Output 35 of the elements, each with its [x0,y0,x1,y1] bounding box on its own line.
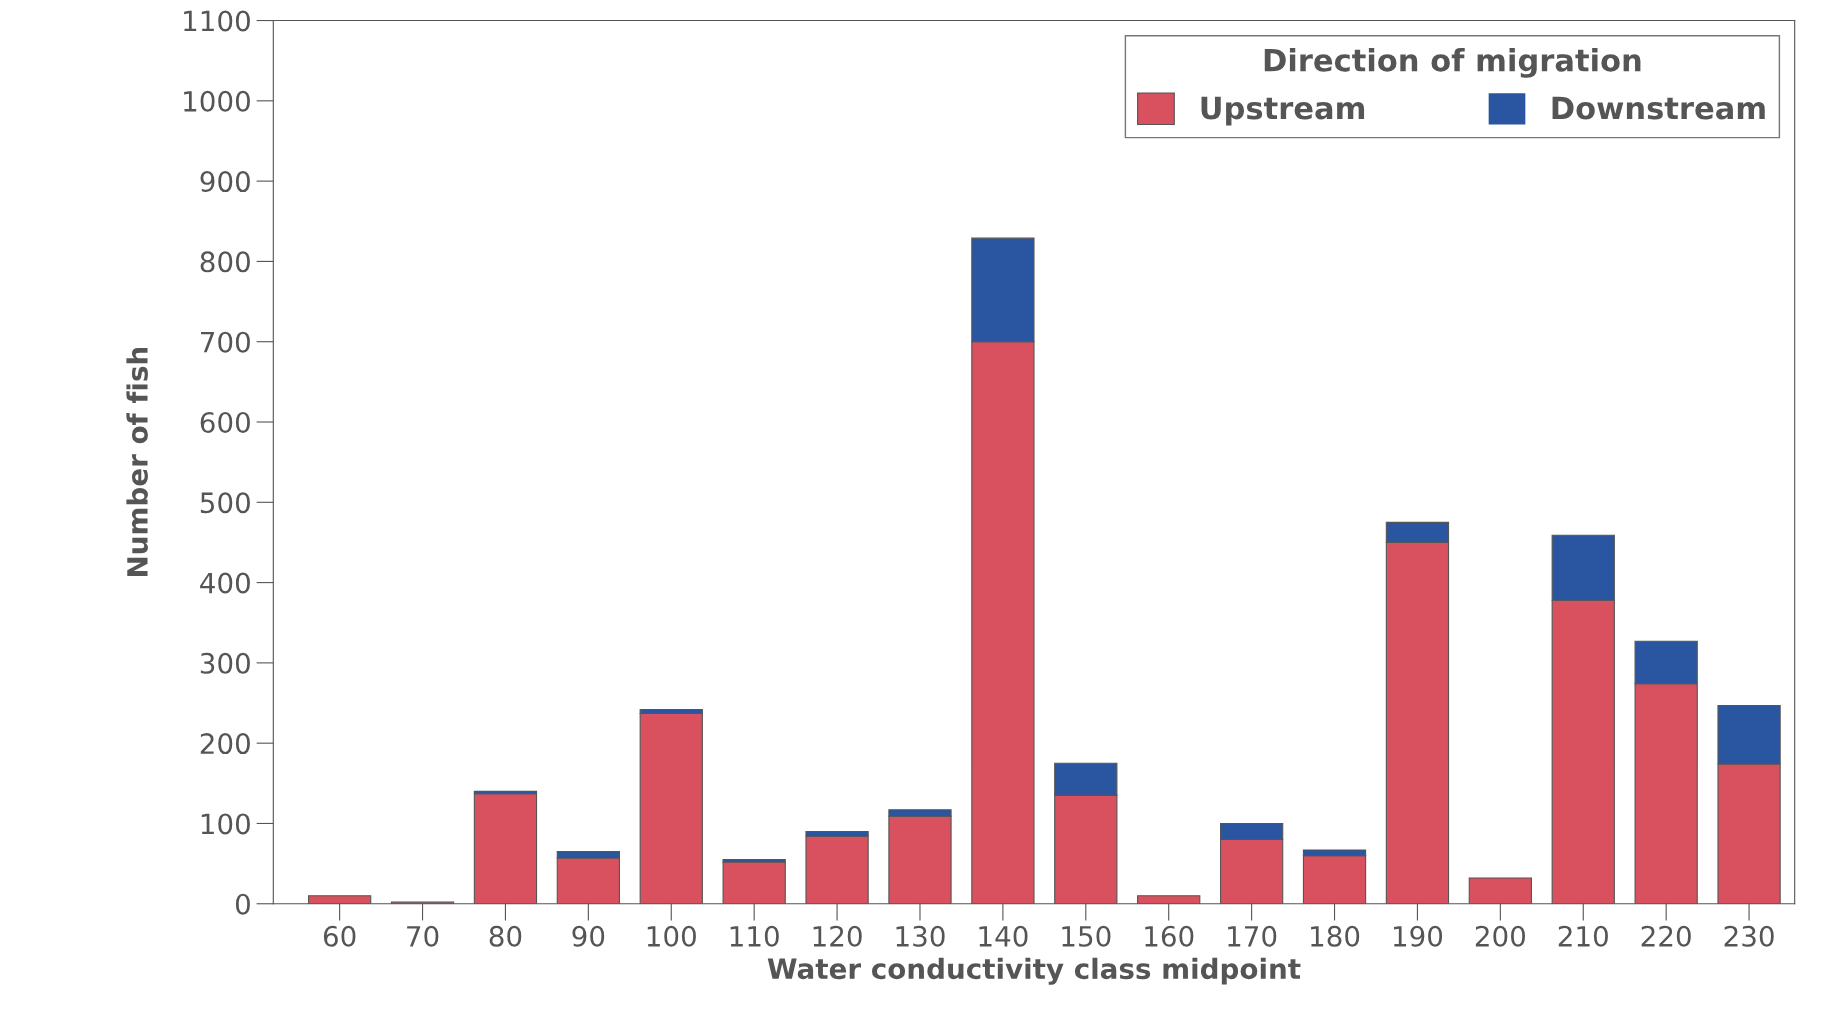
legend-label: Upstream [1201,96,1365,126]
x-tick-label: 200 [1475,925,1526,947]
y-tick-label: 1000 [184,90,250,112]
x-tick-label: 230 [1724,925,1774,947]
x-tick-label: 110 [730,925,779,947]
legend-label: Downstream [1552,96,1765,120]
x-tick-label: 150 [1062,925,1111,947]
x-axis-title: Water conductivity class midpoint [767,957,1301,985]
y-tick-label: 600 [200,411,250,433]
y-tick-label: 700 [201,331,250,353]
legend-title: Direction of migration [1264,48,1641,78]
y-tick-label: 500 [200,492,250,514]
x-tick-label: 60 [323,925,356,947]
x-tick-label: 160 [1145,925,1194,947]
x-tick-label: 120 [813,925,862,947]
y-tick-label: 200 [200,733,250,755]
y-tick-label: 900 [200,171,250,193]
y-tick-label: 100 [201,813,250,835]
x-tick-label: 80 [489,925,522,947]
x-tick-label: 70 [407,925,439,947]
y-tick-label: 400 [200,572,250,594]
y-tick-label: 300 [200,652,250,674]
x-tick-label: 140 [979,925,1028,947]
x-tick-label: 170 [1228,925,1277,947]
x-tick-label: 100 [647,925,696,947]
y-axis-title: Number of fish [126,347,148,576]
x-tick-label: 220 [1641,925,1691,947]
x-tick-label: 190 [1393,925,1443,947]
x-tick-label: 130 [896,925,945,947]
y-tick-label: 800 [200,251,250,273]
x-tick-label: 210 [1558,925,1608,947]
x-tick-label: 180 [1311,925,1360,947]
y-tick-label: 0 [235,893,250,915]
y-tick-label: 1100 [184,10,250,32]
x-tick-label: 90 [572,925,605,947]
